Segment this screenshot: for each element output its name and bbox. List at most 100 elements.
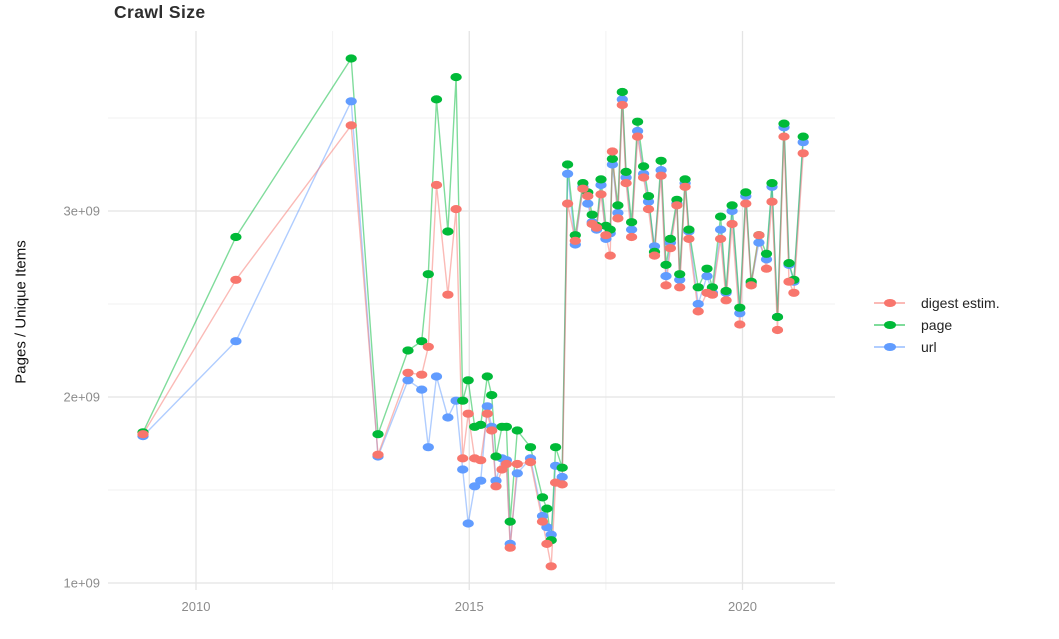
data-point [788, 288, 800, 297]
data-point [638, 162, 650, 171]
data-point [422, 270, 434, 279]
data-point [600, 231, 612, 240]
data-point [402, 376, 414, 385]
data-point [706, 290, 719, 299]
data-point [230, 275, 242, 284]
data-point [720, 296, 732, 305]
data-point [230, 337, 242, 346]
data-point [541, 504, 553, 513]
y-tick-label: 3e+09 [63, 204, 100, 219]
data-point [442, 290, 454, 299]
legend-dot-icon [884, 299, 896, 307]
data-point [504, 517, 516, 526]
data-point [442, 227, 454, 236]
data-point [511, 469, 523, 478]
legend-dot-icon [884, 343, 896, 351]
data-point [536, 493, 549, 502]
data-point [475, 420, 487, 429]
data-point [771, 325, 784, 335]
data-point [422, 342, 434, 351]
data-point [626, 218, 638, 227]
data-point [740, 199, 752, 208]
data-point [556, 472, 568, 482]
data-point [511, 459, 523, 469]
data-point [766, 179, 778, 188]
legend-dot-icon [884, 321, 896, 329]
data-point [620, 167, 632, 176]
grid-minor [108, 31, 835, 590]
data-point [692, 299, 704, 309]
data-point [524, 458, 537, 467]
data-point [632, 132, 644, 141]
points-url [137, 95, 809, 549]
data-point [450, 73, 462, 82]
data-point [760, 264, 773, 273]
data-point [490, 452, 502, 461]
data-point [577, 184, 589, 193]
legend-entry-page: page [874, 314, 1000, 336]
data-point [660, 260, 672, 269]
data-point [490, 482, 502, 491]
data-point [457, 465, 469, 474]
data-point [715, 234, 727, 243]
data-point [569, 236, 581, 245]
data-point [481, 402, 493, 411]
data-point [626, 225, 638, 234]
data-point [626, 232, 638, 242]
data-point [345, 121, 357, 130]
data-point [372, 430, 384, 439]
data-point [715, 225, 727, 234]
data-point [562, 169, 574, 178]
data-point [582, 192, 594, 201]
data-point [612, 214, 624, 223]
data-point [642, 192, 655, 201]
data-point [500, 459, 512, 469]
legend: digest estim. page url [874, 292, 1000, 358]
data-point [745, 281, 757, 290]
data-point [797, 132, 809, 141]
data-point [674, 270, 686, 279]
legend-entry-url: url [874, 336, 1000, 358]
data-point [692, 283, 704, 292]
data-point [674, 283, 686, 292]
data-point [771, 312, 784, 322]
data-point [462, 519, 474, 528]
x-tick-label: 2015 [455, 599, 484, 614]
data-point [606, 147, 619, 156]
data-point [679, 175, 691, 184]
data-point [442, 413, 454, 422]
data-point [683, 225, 695, 234]
data-point [430, 372, 443, 381]
data-point [556, 463, 568, 472]
points-digest-estim- [137, 100, 809, 571]
data-point [556, 480, 568, 489]
data-point [715, 212, 727, 221]
data-point [486, 426, 498, 435]
data-point [655, 156, 667, 165]
data-point [620, 179, 632, 188]
data-point [450, 205, 462, 214]
data-point [616, 87, 628, 97]
data-point [230, 232, 242, 242]
data-point [545, 562, 557, 571]
chart-title: Crawl Size [114, 2, 206, 22]
data-point [475, 456, 487, 465]
data-point [734, 320, 746, 329]
data-point [562, 199, 574, 208]
data-point [345, 54, 357, 63]
data-point [462, 409, 474, 418]
legend-entry-digest: digest estim. [874, 292, 1000, 314]
data-point [664, 244, 677, 253]
data-point [660, 281, 672, 290]
legend-key-digest [874, 298, 905, 308]
data-point [430, 180, 443, 190]
line-url [142, 98, 804, 545]
data-point [430, 95, 443, 104]
data-point [760, 249, 773, 258]
data-point [486, 391, 498, 400]
data-point [595, 175, 607, 184]
data-point [524, 443, 537, 452]
data-point [541, 539, 553, 549]
